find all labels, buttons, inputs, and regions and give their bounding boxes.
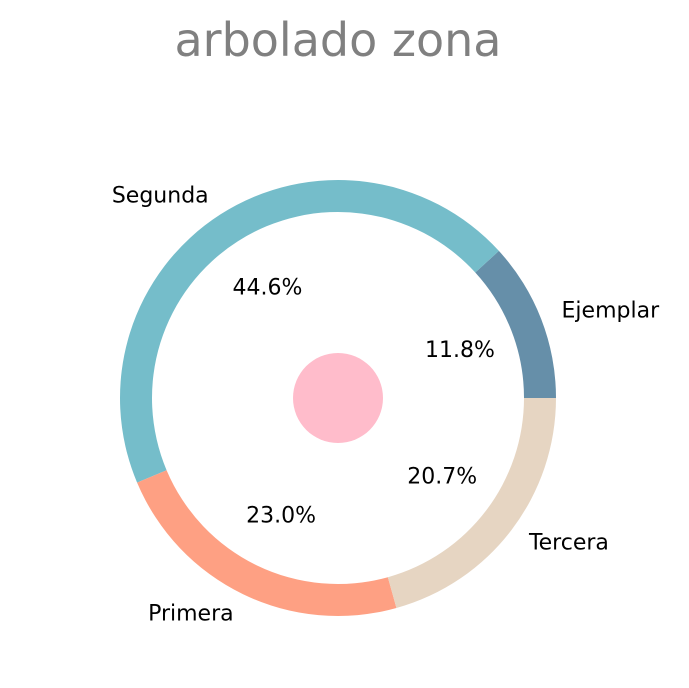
percent-label-segunda: 44.6% <box>233 275 303 300</box>
percent-label-tercera: 20.7% <box>407 465 477 490</box>
category-label-primera: Primera <box>148 601 234 626</box>
slice-primera <box>137 470 397 616</box>
percent-label-ejemplar: 11.8% <box>425 338 495 363</box>
slice-segunda <box>120 180 499 483</box>
category-label-ejemplar: Ejemplar <box>562 299 661 324</box>
chart-title: arbolado zona <box>174 13 501 67</box>
category-label-tercera: Tercera <box>528 531 609 556</box>
donut-slices <box>120 180 556 616</box>
slice-tercera <box>387 398 556 609</box>
percent-label-primera: 23.0% <box>246 503 316 528</box>
category-label-segunda: Segunda <box>112 184 209 209</box>
slice-ejemplar <box>475 250 556 398</box>
slice-labels: Ejemplar 11.8% Segunda 44.6% Primera 23.0% Ter… <box>112 184 660 627</box>
center-dot <box>293 353 383 443</box>
